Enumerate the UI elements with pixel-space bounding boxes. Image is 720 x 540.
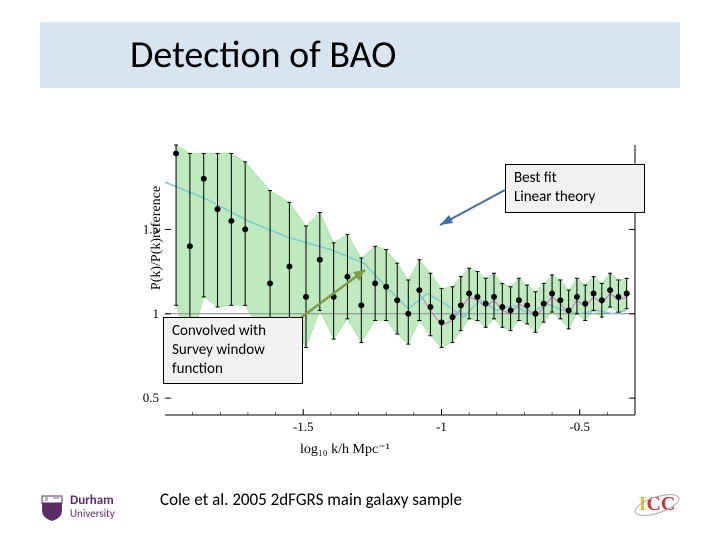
- svg-text:-1.5: -1.5: [293, 419, 314, 434]
- svg-text:-1: -1: [436, 419, 447, 434]
- durham-text: Durham University: [70, 494, 115, 519]
- durham-logo: Durham University: [40, 494, 115, 522]
- callout-line: Best fit: [514, 169, 634, 188]
- svg-text:0.5: 0.5: [143, 390, 159, 405]
- logo-name: Durham: [70, 494, 115, 508]
- shield-icon: [40, 494, 64, 522]
- callout-convolved: Convolved with Survey window function: [163, 317, 303, 384]
- callout-line: Survey window: [172, 341, 292, 360]
- callout-line: Linear theory: [514, 188, 634, 207]
- callout-line: Convolved with: [172, 322, 292, 341]
- y-axis-label: P(k)/P(k)reference: [149, 186, 165, 290]
- callout-best-fit: Best fit Linear theory: [505, 164, 645, 213]
- icc-logo: ICC: [632, 488, 682, 520]
- logo-sub: University: [70, 508, 115, 520]
- svg-text:-0.5: -0.5: [569, 419, 590, 434]
- callout-line: function: [172, 360, 292, 379]
- svg-text:1: 1: [153, 306, 160, 321]
- x-axis-label: log₁₀ k/h Mpc⁻¹: [300, 441, 390, 458]
- chart: 0.511.5-1.5-1-0.5 P(k)/P(k)reference log…: [125, 140, 655, 455]
- figure-caption: Cole et al. 2005 2dFGRS main galaxy samp…: [160, 489, 462, 510]
- title-bar: Detection of BAO: [40, 22, 680, 88]
- page-title: Detection of BAO: [130, 32, 396, 78]
